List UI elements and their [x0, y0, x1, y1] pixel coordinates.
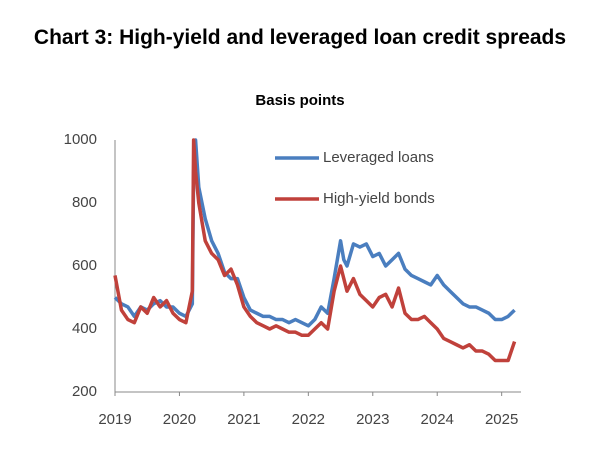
- x-tick-label: 2025: [485, 411, 518, 428]
- y-tick-label: 200: [72, 383, 97, 400]
- legend-label: Leveraged loans: [323, 149, 434, 166]
- y-tick-label: 800: [72, 194, 97, 211]
- legend-label: High-yield bonds: [323, 190, 435, 207]
- x-tick-label: 2021: [227, 411, 260, 428]
- series-line: [113, 138, 516, 328]
- x-tick-label: 2019: [98, 411, 131, 428]
- series-line: [113, 138, 517, 363]
- x-tick-label: 2022: [292, 411, 325, 428]
- chart-title: Chart 3: High-yield and leveraged loan c…: [33, 26, 567, 49]
- x-tick-label: 2020: [163, 411, 196, 428]
- x-tick-label: 2023: [356, 411, 389, 428]
- y-tick-label: 1000: [64, 131, 97, 148]
- y-tick-label: 600: [72, 257, 97, 274]
- y-tick-label: 400: [72, 320, 97, 337]
- chart-subtitle: Basis points: [255, 92, 345, 109]
- x-tick-label: 2024: [421, 411, 454, 428]
